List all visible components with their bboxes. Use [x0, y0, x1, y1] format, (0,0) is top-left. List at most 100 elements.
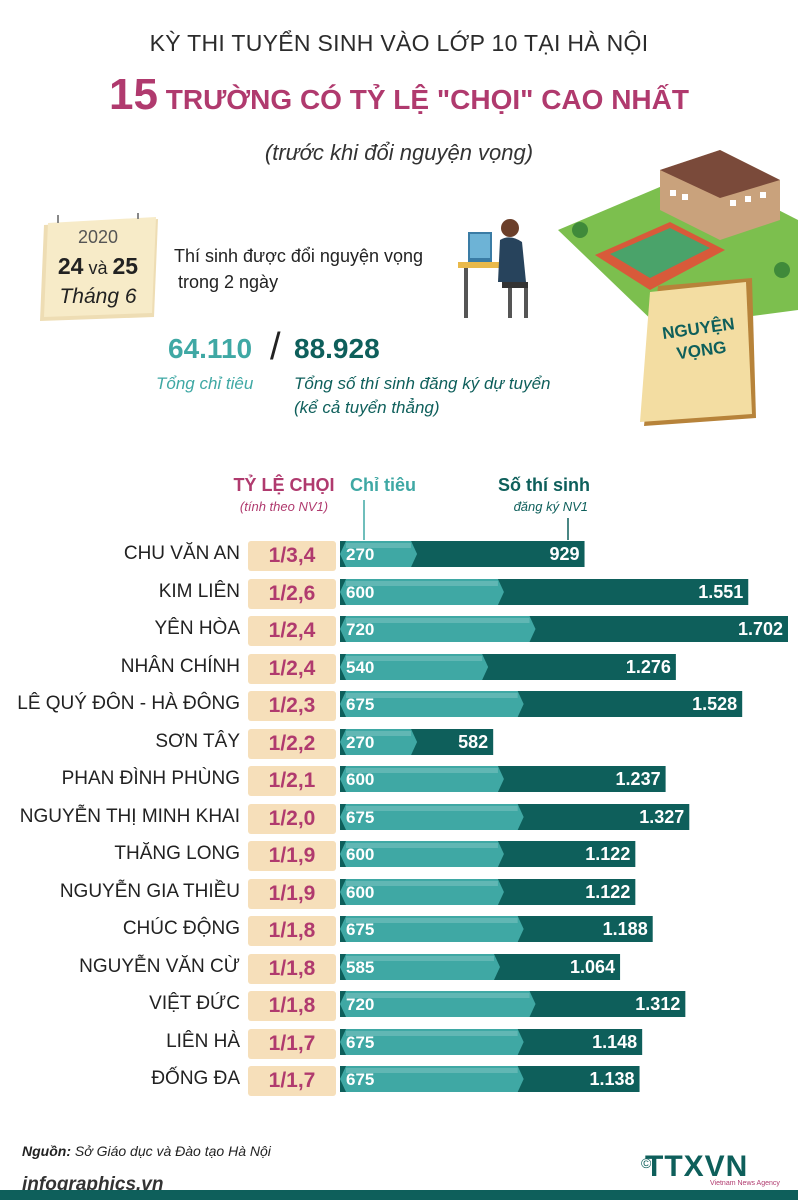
bar-group: 270 582 [340, 728, 494, 755]
school-label: NGUYỄN THỊ MINH KHAI [19, 805, 240, 827]
quota-bar-highlight [346, 580, 498, 586]
header-registered-sub: đăng ký NV1 [513, 499, 588, 514]
quota-bar-highlight [346, 1030, 518, 1036]
calendar: 2020 24 và 25 Tháng 6 [38, 213, 158, 323]
quota-value-label: 270 [346, 733, 374, 752]
bar-group: 600 1.122 [340, 878, 636, 905]
quota-bar [340, 1028, 524, 1055]
registered-value-label: 1.148 [592, 1032, 637, 1052]
quota-bar-highlight [346, 1068, 518, 1073]
ratio-box [248, 991, 336, 1021]
calendar-day-1: 24 [57, 253, 84, 279]
ratio-box [248, 541, 336, 571]
quota-bar [340, 878, 504, 905]
total-quota-label: Tổng chỉ tiêu [156, 374, 254, 393]
quota-bar [340, 991, 536, 1017]
registered-value-label: 1.276 [626, 657, 671, 677]
registered-value-label: 1.122 [585, 882, 630, 902]
registered-value-label: 1.188 [603, 919, 648, 939]
school-label: VIỆT ĐỨC [149, 993, 240, 1014]
calendar-day-2: 25 [112, 253, 139, 279]
ratio-label: 1/1,8 [268, 919, 316, 942]
registered-value-label: 1.312 [635, 994, 680, 1014]
quota-bar [340, 766, 504, 792]
quota-value-label: 600 [346, 845, 374, 864]
school-label: SƠN TÂY [155, 730, 240, 752]
ratio-label: 1/2,1 [268, 769, 316, 792]
registered-value-label: 1.528 [692, 694, 737, 714]
ratio-box [248, 1066, 336, 1096]
quota-bar [340, 728, 418, 755]
ratio-label: 1/2,6 [268, 581, 316, 605]
registered-value-label: 1.702 [738, 619, 783, 639]
ratio-label: 1/2,2 [268, 731, 316, 755]
quota-value-label: 675 [346, 1070, 374, 1089]
ratio-box [248, 953, 336, 984]
registered-value-label: 1.551 [698, 582, 743, 602]
quota-bar-highlight [346, 843, 498, 848]
quota-bar [340, 841, 504, 867]
header-ratio: TỶ LỆ CHỌI [233, 475, 335, 495]
quota-value-label: 600 [346, 770, 374, 789]
header-connectors [363, 500, 569, 540]
bar-group: 270 929 [340, 541, 585, 567]
school-label: ĐỐNG ĐA [151, 1068, 240, 1089]
registered-value-label: 1.138 [589, 1069, 634, 1089]
ratio-box [248, 1028, 336, 1059]
calendar-note: Thí sinh được đổi nguyện vọng trong 2 ng… [174, 243, 423, 295]
total-quota: 64.110 [168, 333, 253, 364]
calendar-note-line-1: Thí sinh được đổi nguyện vọng [174, 246, 424, 266]
quota-bar-highlight [346, 543, 412, 548]
ratio-box [248, 916, 336, 946]
title-number: 15 [109, 70, 158, 119]
registered-value-label: 1.064 [570, 957, 615, 977]
quota-bar-highlight [346, 993, 530, 998]
school-label: THĂNG LONG [114, 843, 240, 864]
school-label: LIÊN HÀ [166, 1030, 240, 1052]
registered-value-label: 929 [549, 544, 579, 564]
bar-group: 675 1.188 [340, 916, 653, 942]
quota-bar-highlight [346, 768, 498, 773]
school-label: NHÂN CHÍNH [120, 655, 240, 677]
ratio-label: 1/1,8 [268, 956, 316, 980]
bar-group: 675 1.327 [340, 803, 690, 830]
quota-value-label: 600 [346, 883, 374, 902]
bar-group: 600 1.122 [340, 841, 636, 867]
quota-value-label: 675 [346, 695, 374, 714]
ratio-label: 1/2,4 [268, 656, 316, 680]
quota-bar [340, 541, 418, 567]
nguyen-vong-paper [640, 278, 756, 426]
ratio-label: 1/1,9 [268, 844, 316, 867]
quota-value-label: 585 [346, 958, 374, 977]
bar-group: 585 1.064 [340, 953, 621, 980]
registered-value-label: 582 [458, 732, 488, 752]
quota-bar [340, 616, 536, 642]
total-registered-label-line-1: Tổng số thí sinh đăng ký dự tuyển [294, 374, 551, 393]
source: Nguồn: Sở Giáo dục và Đào tạo Hà Nội [22, 1143, 271, 1159]
quota-bar-highlight [346, 693, 518, 698]
header-ratio-sub: (tính theo NV1) [239, 499, 329, 514]
title-line-2: 15 TRƯỜNG CÓ TỶ LỆ "CHỌI" CAO NHẤT [0, 70, 798, 120]
bar-group: 675 1.528 [340, 691, 743, 717]
ratio-label: 1/3,4 [268, 544, 316, 567]
registered-value-label: 1.327 [639, 807, 684, 827]
source-label: Nguồn: [22, 1143, 71, 1159]
quota-bar-highlight [346, 955, 494, 961]
school-label: CHU VĂN AN [123, 543, 240, 564]
school-label: CHÚC ĐỘNG [122, 918, 240, 939]
ratio-box [248, 766, 336, 796]
quota-bar [340, 691, 524, 717]
quota-bar [340, 578, 504, 605]
school-label: PHAN ĐÌNH PHÙNG [61, 768, 240, 789]
quota-value-label: 540 [346, 658, 374, 677]
ttxvn-logo-sub: Vietnam News Agency [710, 1180, 780, 1187]
header-quota: Chỉ tiêu [350, 475, 416, 495]
quota-value-label: 720 [346, 620, 374, 639]
ratio-box [248, 728, 336, 759]
title-line-1: KỲ THI TUYỂN SINH VÀO LỚP 10 TẠI HÀ NỘI [149, 30, 649, 56]
bar-group: 600 1.551 [340, 578, 749, 605]
calendar-days: 24 và 25 [38, 253, 158, 280]
bar-group: 675 1.148 [340, 1028, 643, 1055]
ratio-label: 1/2,3 [268, 694, 316, 717]
quota-bar-highlight [346, 880, 498, 886]
